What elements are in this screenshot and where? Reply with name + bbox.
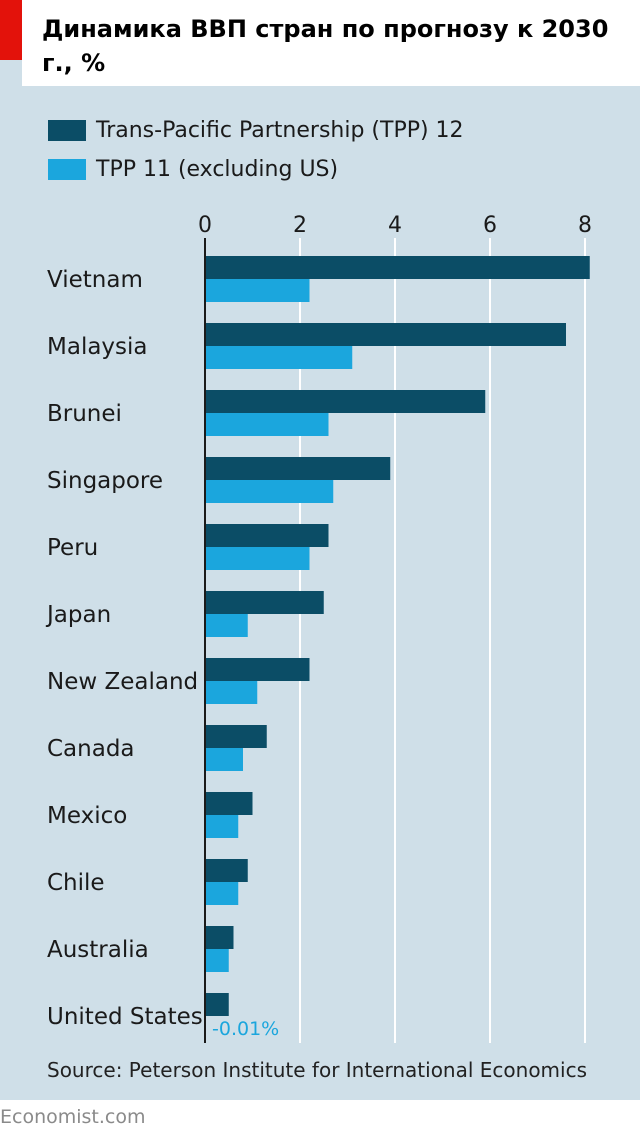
category-label-vietnam: Vietnam xyxy=(47,267,143,293)
bar-tpp12-brunei xyxy=(205,390,486,413)
legend-item-tpp12: Trans-Pacific Partnership (TPP) 12 xyxy=(48,115,464,145)
bar-tpp12-chile xyxy=(205,859,248,882)
bar-tpp11-canada xyxy=(205,748,243,771)
category-label-canada: Canada xyxy=(47,736,135,762)
category-label-united-states: United States xyxy=(47,1004,203,1030)
category-label-singapore: Singapore xyxy=(47,468,163,494)
category-label-australia: Australia xyxy=(47,937,149,963)
legend-swatch-tpp11 xyxy=(48,158,86,180)
category-label-peru: Peru xyxy=(47,535,98,561)
bar-tpp12-mexico xyxy=(205,792,253,815)
bar-tpp12-canada xyxy=(205,725,267,748)
data-label-united-states: -0.01% xyxy=(212,1018,279,1040)
bar-tpp11-australia xyxy=(205,949,229,972)
chart-title: Динамика ВВП стран по прогнозу к 2030 г.… xyxy=(42,15,609,77)
category-label-malaysia: Malaysia xyxy=(47,334,148,360)
bar-tpp11-malaysia xyxy=(205,346,353,369)
bar-tpp11-vietnam xyxy=(205,279,310,302)
bar-tpp12-peru xyxy=(205,524,329,547)
category-label-new-zealand: New Zealand xyxy=(47,669,198,695)
x-tick-label-6: 6 xyxy=(483,213,497,238)
bar-tpp12-vietnam xyxy=(205,256,590,279)
bar-tpp11-mexico xyxy=(205,815,239,838)
legend-swatch-tpp12 xyxy=(48,119,86,141)
bar-tpp11-japan xyxy=(205,614,248,637)
source-note: Source: Peterson Institute for Internati… xyxy=(47,1058,588,1082)
bar-tpp12-singapore xyxy=(205,457,391,480)
x-tick-label-8: 8 xyxy=(578,213,592,238)
bar-tpp11-brunei xyxy=(205,413,329,436)
legend-item-tpp11: TPP 11 (excluding US) xyxy=(48,154,338,184)
bar-tpp11-singapore xyxy=(205,480,334,503)
title-background xyxy=(22,0,640,86)
chart-panel xyxy=(0,0,640,1100)
bar-tpp12-new-zealand xyxy=(205,658,310,681)
category-label-mexico: Mexico xyxy=(47,803,127,829)
category-label-chile: Chile xyxy=(47,870,105,896)
bar-tpp12-australia xyxy=(205,926,234,949)
bar-tpp12-japan xyxy=(205,591,324,614)
bar-tpp11-new-zealand xyxy=(205,681,258,704)
bar-chart: 0 2 4 6 8 Vietnam Malaysia Brunei Singapore Peru J… xyxy=(45,213,592,1043)
x-tick-label-0: 0 xyxy=(198,213,212,238)
brand-red-mark xyxy=(0,0,22,60)
legend-label-tpp12: Trans-Pacific Partnership (TPP) 12 xyxy=(96,117,464,143)
category-label-japan: Japan xyxy=(45,602,111,628)
x-tick-label-4: 4 xyxy=(388,213,402,238)
bar-tpp11-peru xyxy=(205,547,310,570)
category-label-brunei: Brunei xyxy=(47,401,122,427)
legend-label-tpp11: TPP 11 (excluding US) xyxy=(96,156,339,182)
bar-tpp12-united-states xyxy=(205,993,229,1016)
x-tick-label-2: 2 xyxy=(293,213,307,238)
brand-logo-text: Economist.com xyxy=(0,1106,146,1128)
bar-tpp11-chile xyxy=(205,882,239,905)
bar-tpp12-malaysia xyxy=(205,323,566,346)
